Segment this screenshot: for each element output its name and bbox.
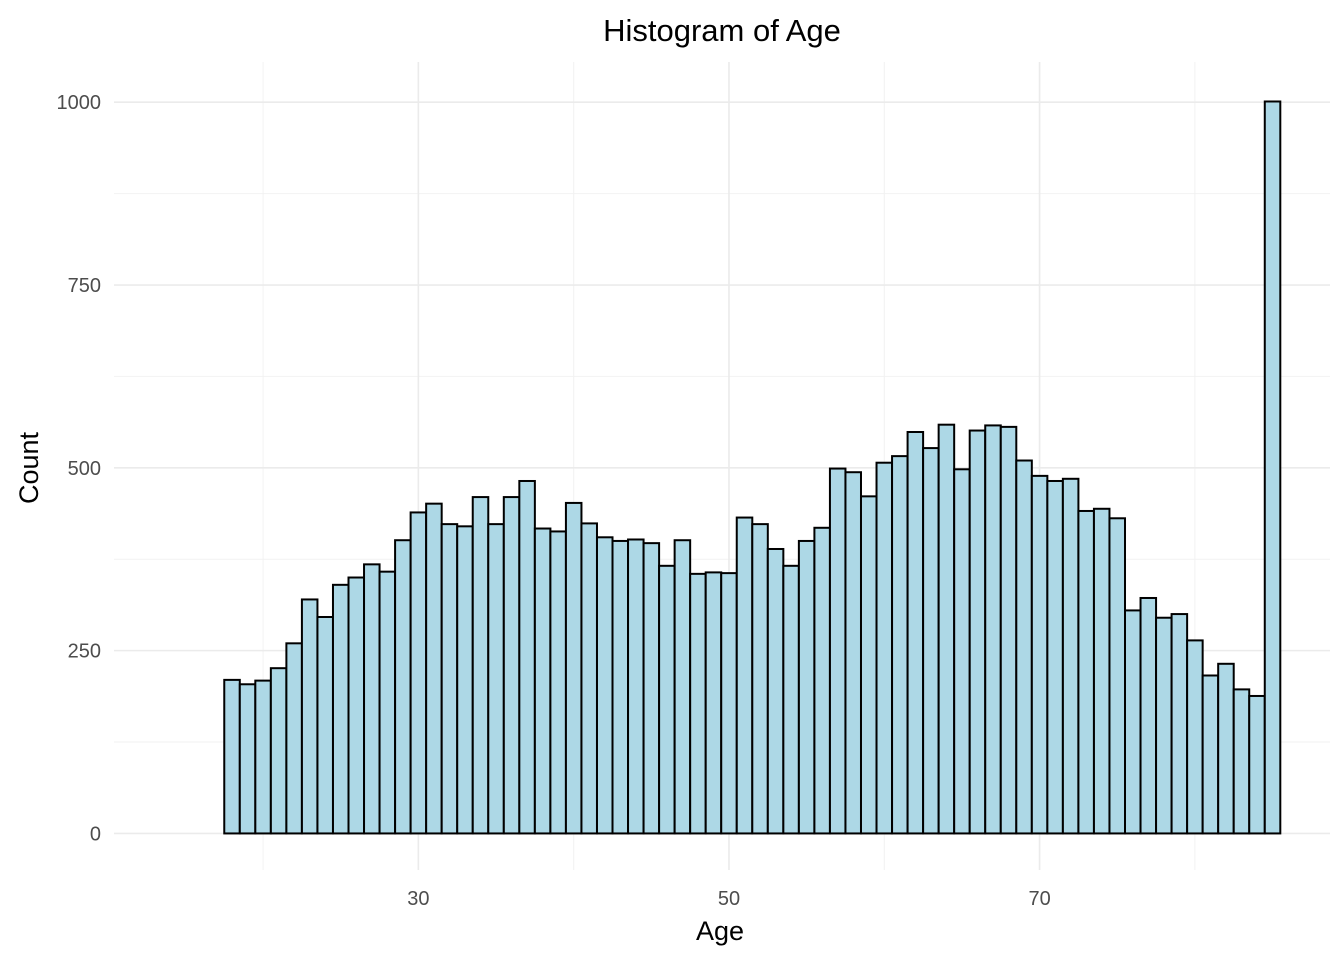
histogram-bar [238,683,257,835]
histogram-bar [456,525,474,835]
chart-title: Histogram of Age [603,13,841,48]
histogram-bar [331,583,350,835]
histogram-bar [1077,509,1095,835]
histogram-bar [363,563,381,835]
histogram-bar [564,501,583,835]
histogram-bar [254,679,272,835]
histogram-bar [1124,609,1142,835]
histogram-bar [316,615,334,835]
histogram-bar [937,423,956,835]
histogram-bar [813,526,831,835]
histogram-bar [580,522,598,835]
histogram-bar [1155,616,1173,835]
y-axis-title: Count [14,431,44,504]
histogram-bar [300,598,319,835]
histogram-bar [595,536,614,835]
histogram-bar [891,455,909,835]
histogram-bar [518,479,536,835]
histogram-bar [627,538,645,835]
histogram-bar [797,539,816,835]
y-tick-label: 250 [68,641,101,663]
histogram-bar [906,430,925,835]
histogram-bar [658,564,676,835]
histogram-bar [1263,100,1282,835]
histogram-bar [285,642,303,835]
histogram-bar [1201,674,1220,835]
histogram-bar [859,495,878,835]
histogram-bar [1139,596,1158,835]
y-tick-label: 500 [68,458,101,480]
histogram-bar [394,539,412,835]
histogram-bar [502,496,521,835]
histogram-bar [828,467,847,835]
histogram-bar [642,542,661,835]
histogram-bar [1186,639,1204,835]
tick-labels: 0 250 500 750 1000 30 50 70 [57,92,1051,910]
histogram-bar [1092,507,1111,835]
histogram-bar [440,523,459,835]
histogram-bar [1108,517,1127,835]
histogram-bar [984,424,1002,835]
x-tick-label: 30 [407,888,429,910]
histogram-bar [673,539,692,835]
histogram-bar [487,523,505,835]
histogram-bar [1015,459,1033,835]
histogram-bar [1217,662,1235,835]
histogram-bar [782,564,800,835]
histogram-bar [269,667,288,835]
histogram-bar [751,523,769,835]
histogram-bar [968,429,987,835]
histogram-bar [999,425,1018,835]
histogram-bars [223,100,1282,835]
y-tick-label: 0 [90,823,101,845]
histogram-bar [689,572,707,835]
histogram-bar [1030,474,1049,835]
y-tick-label: 750 [68,275,101,297]
x-axis-title: Age [696,916,744,946]
histogram-bar [471,496,490,835]
histogram-bar [425,502,443,835]
histogram-bar [223,678,241,835]
histogram-bar [1170,613,1189,835]
histogram-bar [378,570,397,835]
histogram-bar [1046,479,1064,835]
histogram-bar [1232,688,1251,835]
histogram-bar [875,461,894,835]
histogram-bar [1061,477,1080,835]
histogram-bar [347,576,366,835]
histogram-bar [704,571,723,835]
histogram-bar [409,511,428,835]
x-tick-label: 70 [1028,888,1050,910]
histogram-bar [549,530,567,835]
x-tick-label: 50 [718,888,740,910]
y-tick-label: 1000 [57,92,102,114]
histogram-bar [735,516,754,835]
histogram-bar [1248,694,1266,835]
histogram-bar [611,539,630,835]
histogram-bar [922,447,940,835]
histogram-bar [844,471,862,835]
histogram-bar [953,468,971,835]
histogram-bar [766,547,785,835]
histogram-bar [533,527,552,835]
histogram-bar [720,572,738,835]
